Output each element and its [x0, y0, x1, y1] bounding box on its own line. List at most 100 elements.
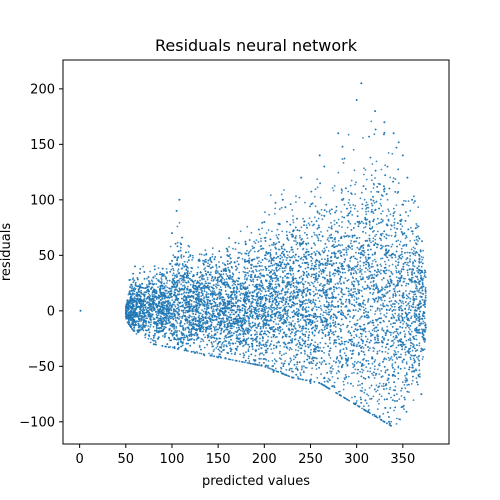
scatter-point [231, 280, 234, 283]
scatter-point [351, 296, 353, 299]
scatter-point [307, 310, 310, 312]
scatter-point [195, 338, 198, 341]
scatter-point [414, 281, 416, 284]
scatter-point [315, 234, 318, 237]
scatter-point [389, 334, 392, 336]
scatter-point [226, 281, 229, 284]
scatter-point [202, 310, 205, 313]
scatter-point [345, 249, 348, 252]
scatter-point [392, 344, 394, 347]
scatter-point [283, 280, 285, 282]
scatter-point [170, 268, 173, 271]
scatter-point [402, 277, 405, 280]
scatter-point [271, 286, 274, 289]
scatter-point [387, 352, 389, 355]
scatter-point [391, 243, 394, 246]
scatter-point [388, 210, 390, 213]
scatter-point [285, 325, 288, 327]
scatter-point [184, 328, 187, 331]
scatter-point [341, 216, 344, 218]
scatter-point [380, 218, 383, 221]
scatter-point [364, 389, 366, 391]
scatter-point [379, 198, 382, 201]
scatter-point [375, 160, 378, 163]
scatter-point [281, 256, 283, 259]
scatter-point [337, 359, 340, 362]
scatter-point [210, 261, 213, 264]
scatter-point [230, 276, 232, 279]
scatter-point [176, 316, 179, 319]
scatter-point [373, 301, 376, 303]
scatter-point [264, 300, 267, 302]
scatter-point [248, 324, 251, 327]
scatter-point [367, 404, 370, 407]
scatter-point [411, 290, 413, 293]
scatter-point [405, 362, 408, 365]
scatter-point [268, 307, 271, 310]
scatter-point [354, 368, 357, 371]
scatter-point [224, 286, 227, 289]
scatter-point [258, 353, 261, 356]
scatter-point [275, 285, 278, 288]
scatter-point [207, 296, 209, 299]
scatter-point [351, 248, 353, 251]
scatter-point [246, 309, 249, 311]
scatter-point [267, 360, 270, 362]
scatter-point [262, 344, 265, 347]
scatter-point [391, 313, 394, 316]
scatter-point [315, 288, 318, 291]
scatter-point [340, 305, 343, 308]
scatter-point [402, 268, 405, 271]
scatter-point [396, 417, 398, 420]
scatter-point [210, 334, 213, 337]
scatter-point [294, 240, 297, 243]
scatter-point [359, 318, 361, 320]
scatter-point [301, 329, 303, 332]
scatter-point [179, 315, 181, 318]
scatter-point [417, 282, 419, 284]
scatter-point [424, 294, 427, 297]
scatter-point [360, 305, 363, 308]
scatter-point [417, 206, 420, 209]
scatter-point [271, 360, 274, 362]
scatter-point [345, 362, 347, 364]
scatter-point [382, 304, 384, 306]
scatter-point [292, 355, 295, 357]
scatter-point [380, 304, 382, 306]
scatter-point [402, 302, 405, 305]
scatter-point [317, 331, 320, 334]
scatter-point [364, 307, 367, 310]
scatter-point [395, 204, 398, 207]
scatter-point [191, 254, 194, 257]
scatter-point [273, 213, 276, 215]
scatter-point [302, 274, 305, 277]
scatter-point [284, 360, 287, 362]
scatter-point [302, 270, 304, 273]
scatter-point [284, 285, 287, 287]
scatter-point [240, 297, 242, 299]
scatter-point [391, 263, 394, 266]
scatter-point [307, 328, 310, 330]
scatter-point [407, 200, 410, 203]
scatter-point [164, 326, 167, 328]
scatter-point [357, 297, 360, 300]
scatter-point [333, 306, 336, 308]
scatter-point [324, 264, 327, 266]
scatter-point [273, 369, 276, 372]
scatter-point [317, 297, 320, 299]
scatter-point [241, 304, 244, 307]
scatter-point [415, 284, 417, 286]
scatter-point [277, 269, 280, 271]
scatter-point [217, 316, 219, 318]
scatter-point [409, 209, 412, 212]
scatter-point [384, 260, 386, 263]
scatter-point [378, 382, 381, 385]
scatter-point [357, 384, 359, 387]
scatter-point [216, 323, 219, 326]
scatter-point [145, 322, 148, 325]
scatter-point [411, 232, 414, 235]
scatter-point [284, 269, 286, 272]
scatter-point [197, 327, 200, 330]
scatter-point [309, 284, 311, 287]
scatter-point [340, 192, 343, 194]
